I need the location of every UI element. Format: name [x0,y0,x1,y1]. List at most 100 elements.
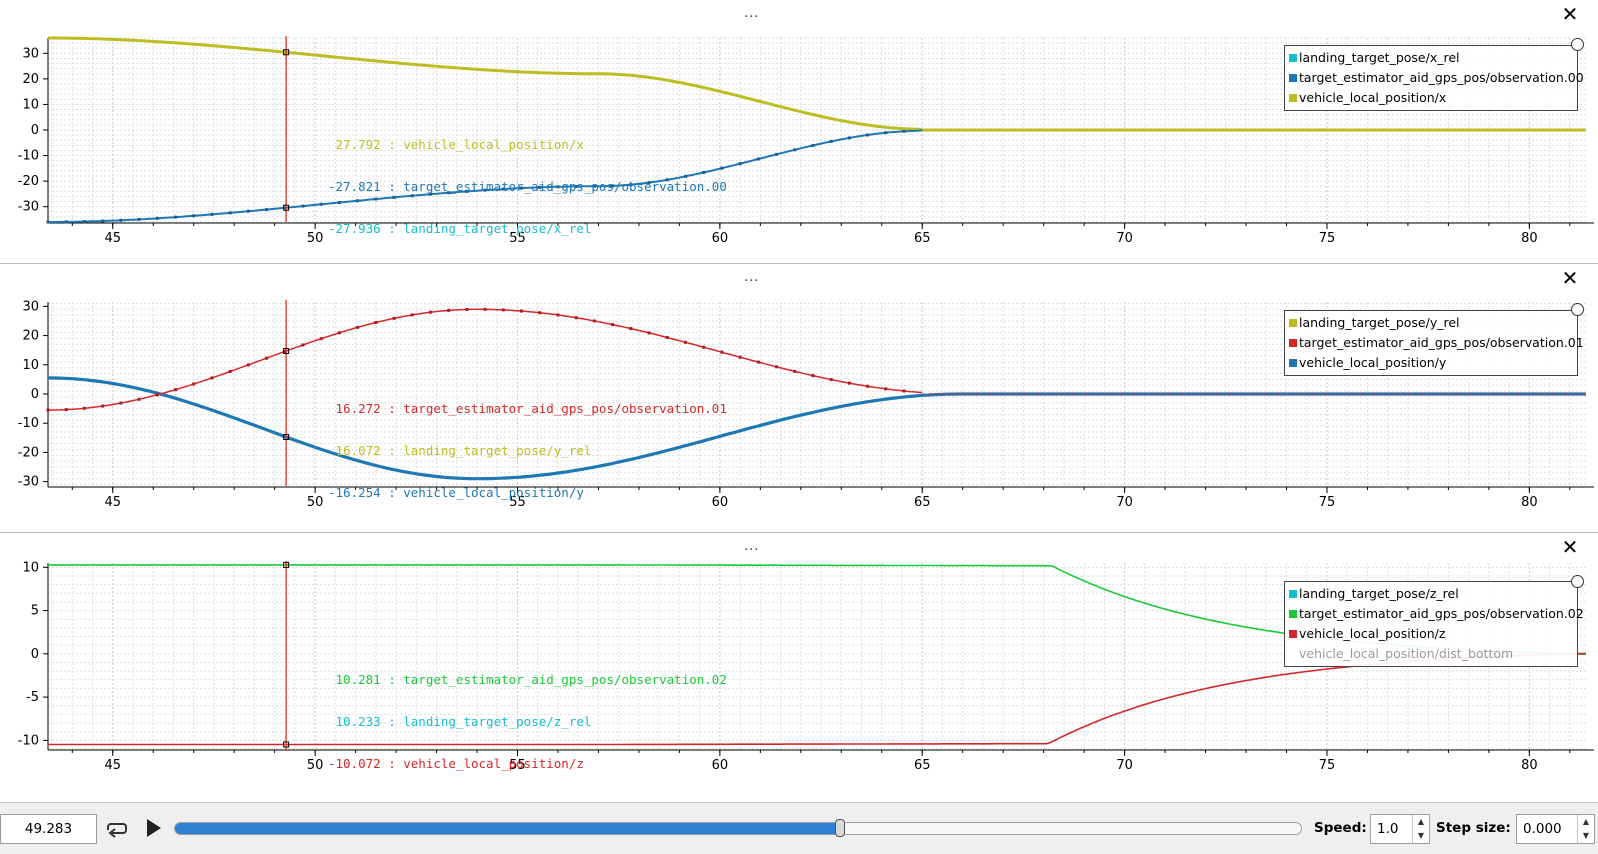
speed-value: 1.0 [1377,821,1399,837]
series-marker [902,389,906,393]
plot-legend[interactable]: landing_target_pose/z_rel target_estimat… [1284,581,1584,667]
y-tick-label: 5 [31,604,39,619]
y-tick-label: 30 [22,46,39,61]
plot-panel-1[interactable]: 30 20 10 0 -10 -20 -30 45 50 55 60 65 70 75 80 ... ✕ l… [0,0,1598,263]
series-marker [82,220,86,224]
legend-label: target_estimator_aid_gps_pos/observation… [1299,606,1584,621]
series-marker [46,408,50,412]
y-tick-label: 20 [22,329,39,344]
spin-down-icon[interactable]: ▼ [1582,831,1590,840]
x-tick-label: 80 [1521,495,1538,510]
spin-up-icon[interactable]: ▲ [1417,817,1425,826]
series-marker [775,365,779,369]
legend-resize-handle[interactable] [1571,303,1584,316]
x-tick-label: 80 [1521,231,1538,246]
series-marker [374,197,378,201]
legend-swatch [1289,94,1297,102]
legend-item[interactable]: landing_target_pose/y_rel [1285,313,1577,333]
series-marker [775,152,779,156]
legend-swatch [1289,650,1297,658]
value-readout: 10.281 : target_estimator_aid_gps_pos/ob… [328,645,727,799]
legend-item[interactable]: landing_target_pose/z_rel [1285,584,1577,604]
readout-line: 10.233 : landing_target_pose/z_rel [328,714,592,729]
series-marker [82,406,86,410]
legend-item[interactable]: target_estimator_aid_gps_pos/observation… [1285,333,1584,353]
timeline-handle[interactable] [834,819,845,837]
legend-item[interactable]: landing_target_pose/x_rel [1285,48,1577,68]
series-marker [119,401,123,405]
spin-up-icon[interactable]: ▲ [1582,817,1590,826]
series-marker [556,185,560,189]
close-icon[interactable]: ✕ [1561,2,1579,26]
series-marker [647,181,651,185]
series-marker [64,408,68,412]
readout-line: 10.281 : target_estimator_aid_gps_pos/ob… [328,672,727,687]
series-marker [574,316,578,320]
series-marker [301,343,305,347]
speed-spinbox[interactable]: 1.0 ▲ ▼ [1370,814,1430,844]
y-tick-label: -30 [18,475,39,490]
series-marker [629,327,633,331]
plot-legend[interactable]: landing_target_pose/x_rel target_estimat… [1284,45,1584,111]
close-icon[interactable]: ✕ [1561,535,1579,559]
series-marker [101,404,105,408]
legend-resize-handle[interactable] [1571,38,1584,51]
legend-label: landing_target_pose/z_rel [1299,586,1459,601]
plot-panel-3[interactable]: 10 5 0 -5 -10 45 50 55 60 65 70 75 80 ... ✕ landing_… [0,533,1598,801]
readout-line: -27.936 : landing_target_pose/x_rel [328,221,592,236]
cursor-marker [283,561,290,568]
panel-menu-dots[interactable]: ... [744,270,760,285]
x-tick-label: 55 [509,495,526,510]
series-marker [465,189,469,193]
y-tick-label: 0 [31,647,39,662]
legend-item[interactable]: vehicle_local_position/x [1285,88,1577,108]
series-marker [192,382,196,386]
series-marker [538,311,542,315]
legend-item[interactable]: target_estimator_aid_gps_pos/observation… [1285,604,1584,624]
panel-menu-dots[interactable]: ... [744,539,760,554]
play-icon[interactable] [144,817,164,839]
legend-item[interactable]: target_estimator_aid_gps_pos/observation… [1285,68,1584,88]
y-tick-label: -10 [18,416,39,431]
legend-label: vehicle_local_position/y [1299,355,1447,370]
x-tick-label: 75 [1319,758,1336,773]
series-marker [866,384,870,388]
spin-arrows[interactable]: ▲ ▼ [1412,815,1429,843]
legend-item[interactable]: vehicle_local_position/dist_bottom [1285,644,1577,664]
readout-line: -16.254 : vehicle_local_position/y [328,485,584,500]
series-marker [665,336,669,340]
series-marker [410,313,414,317]
plot-panel-2[interactable]: 30 20 10 0 -10 -20 -30 45 50 55 60 65 70 75 80 ... ✕ l… [0,264,1598,532]
plot-canvas-x[interactable]: 30 20 10 0 -10 -20 -30 45 50 55 60 65 70 75 80 [0,0,1598,263]
x-tick-label: 60 [712,231,729,246]
loop-icon[interactable] [106,819,128,839]
legend-swatch [1289,319,1297,327]
timeline-slider[interactable] [174,822,1302,835]
series-marker [756,157,760,161]
series-marker [902,129,906,133]
spin-arrows[interactable]: ▲ ▼ [1577,815,1594,843]
series-marker [192,214,196,218]
spin-down-icon[interactable]: ▼ [1417,831,1425,840]
legend-item[interactable]: vehicle_local_position/y [1285,353,1577,373]
cursor-marker [283,433,290,440]
series-marker [265,356,269,360]
series-marker [465,307,469,311]
x-tick-label: 45 [104,231,121,246]
series-marker [738,355,742,359]
legend-swatch [1289,54,1297,62]
y-tick-label: 30 [22,299,39,314]
legend-resize-handle[interactable] [1571,575,1584,588]
value-readout: 16.272 : target_estimator_aid_gps_pos/ob… [328,374,727,528]
panel-menu-dots[interactable]: ... [744,6,760,21]
plot-canvas-y[interactable]: 30 20 10 0 -10 -20 -30 45 50 55 60 65 70 75 80 [0,264,1598,532]
step-size-spinbox[interactable]: 0.000 ▲ ▼ [1516,814,1595,844]
legend-item[interactable]: vehicle_local_position/z [1285,624,1577,644]
time-input[interactable]: 49.283 [0,814,97,844]
close-icon[interactable]: ✕ [1561,266,1579,290]
plot-legend[interactable]: landing_target_pose/y_rel target_estimat… [1284,310,1584,376]
y-tick-label: -30 [18,200,39,215]
series-marker [793,148,797,152]
grid [48,563,1586,750]
